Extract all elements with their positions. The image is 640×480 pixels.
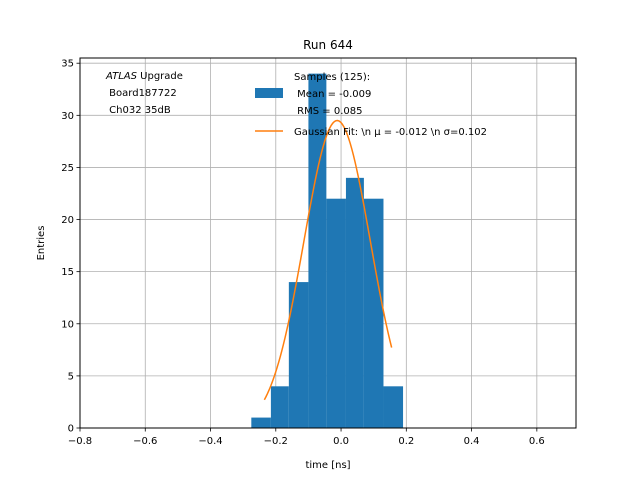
plot-frame [79, 57, 577, 429]
histogram-bar [288, 282, 309, 428]
y-axis-label: Entries [36, 226, 47, 261]
chart-title: Run 644 [303, 38, 353, 52]
legend-samples-line-3: RMS = 0.085 [294, 106, 362, 117]
annotation-atlas: ATLAS [105, 71, 138, 82]
y-tick-label: 30 [61, 111, 74, 122]
gaussian-fit-line [263, 119, 393, 401]
legend-fit-label: Gaussian Fit: \n μ = -0.012 \n σ=0.102 [294, 127, 487, 138]
legend-samples-line-1: Samples (125): [294, 72, 370, 83]
histogram-bar [383, 386, 404, 428]
annotation-line-3: Ch032 35dB [106, 105, 171, 116]
annotation-line-2: Board187722 [106, 88, 177, 99]
legend-samples-swatch [255, 88, 283, 98]
legend-samples-line-2: Mean = -0.009 [294, 89, 371, 100]
histogram-bars [251, 73, 404, 429]
y-tick-label: 5 [68, 371, 74, 382]
y-tick-label: 35 [61, 59, 74, 70]
y-tick-label: 10 [61, 319, 74, 330]
histogram-bar [345, 177, 364, 428]
annotation-upgrade: Upgrade [137, 71, 183, 82]
y-tick-label: 0 [68, 424, 74, 435]
x-tick-label: 0.0 [333, 436, 349, 447]
histogram-bar [251, 417, 271, 428]
histogram-bar [326, 198, 346, 428]
x-tick-label: 0.4 [464, 436, 480, 447]
axis-ticks: −0.8 −0.6 −0.4 −0.2 0.0 0.2 0.4 0.6 0 5 10 15 20 25 30… [61, 59, 545, 447]
y-tick-label: 25 [61, 163, 74, 174]
x-tick-label: −0.6 [133, 436, 157, 447]
x-tick-label: −0.8 [68, 436, 92, 447]
histogram-bar [363, 198, 384, 428]
annotation-line-1: ATLAS Upgrade [105, 71, 183, 82]
y-tick-label: 20 [61, 215, 74, 226]
x-tick-label: 0.2 [398, 436, 414, 447]
x-tick-label: 0.6 [529, 436, 545, 447]
x-tick-label: −0.4 [198, 436, 222, 447]
histogram-bar [270, 386, 289, 428]
legend: Samples (125): Mean = -0.009 RMS = 0.085… [255, 72, 487, 138]
x-axis-label: time [ns] [305, 460, 350, 471]
x-tick-label: −0.2 [264, 436, 288, 447]
histogram-bar [308, 73, 327, 429]
y-tick-label: 15 [61, 267, 74, 278]
gaussian-fit [263, 119, 393, 401]
atlas-annotation: ATLAS Upgrade Board187722 Ch032 35dB [105, 71, 183, 116]
